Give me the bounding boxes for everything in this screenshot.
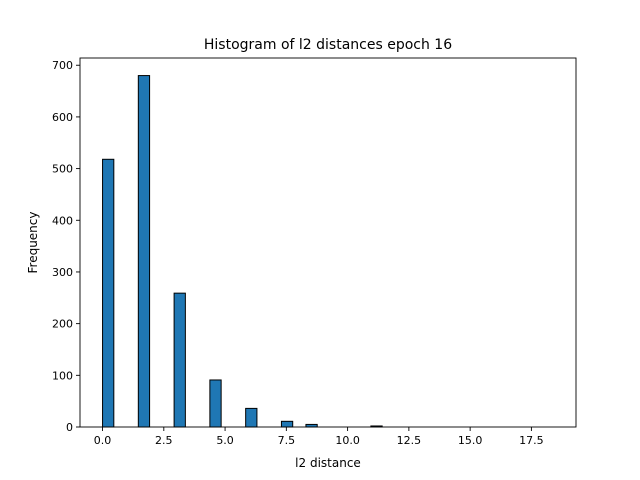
x-axis-label: l2 distance <box>295 456 361 470</box>
axes-frame <box>79 57 577 428</box>
y-tick-label: 300 <box>52 266 73 279</box>
x-tick-label: 17.5 <box>519 434 544 447</box>
x-tick-label: 15.0 <box>458 434 483 447</box>
histogram-bar-2 <box>173 292 186 428</box>
y-ticks: 0 100 200 300 400 500 600 700 <box>52 59 80 434</box>
histogram-bar-5 <box>280 420 294 428</box>
y-tick-label: 100 <box>52 369 73 382</box>
x-tick-label: 10.0 <box>335 434 360 447</box>
histogram-bar-1 <box>137 75 151 428</box>
x-ticks: 0.0 2.5 5.0 7.5 10.0 12.5 15.0 17.5 <box>94 427 544 447</box>
y-axis-label: Frequency <box>26 212 40 274</box>
histogram-bar-3 <box>209 379 222 428</box>
bars-layer <box>102 75 383 428</box>
x-tick-label: 2.5 <box>155 434 173 447</box>
histogram-bar-4 <box>245 407 258 428</box>
y-tick-label: 700 <box>52 59 73 72</box>
y-tick-label: 600 <box>52 111 73 124</box>
x-tick-label: 5.0 <box>216 434 234 447</box>
y-tick-label: 0 <box>66 421 73 434</box>
x-tick-label: 7.5 <box>278 434 296 447</box>
chart-title: Histogram of l2 distances epoch 16 <box>204 37 452 53</box>
y-tick-label: 200 <box>52 318 73 331</box>
histogram-bar-0 <box>102 158 115 428</box>
x-tick-label: 12.5 <box>397 434 422 447</box>
y-tick-label: 500 <box>52 163 73 176</box>
x-tick-label: 0.0 <box>94 434 112 447</box>
y-tick-label: 400 <box>52 214 73 227</box>
